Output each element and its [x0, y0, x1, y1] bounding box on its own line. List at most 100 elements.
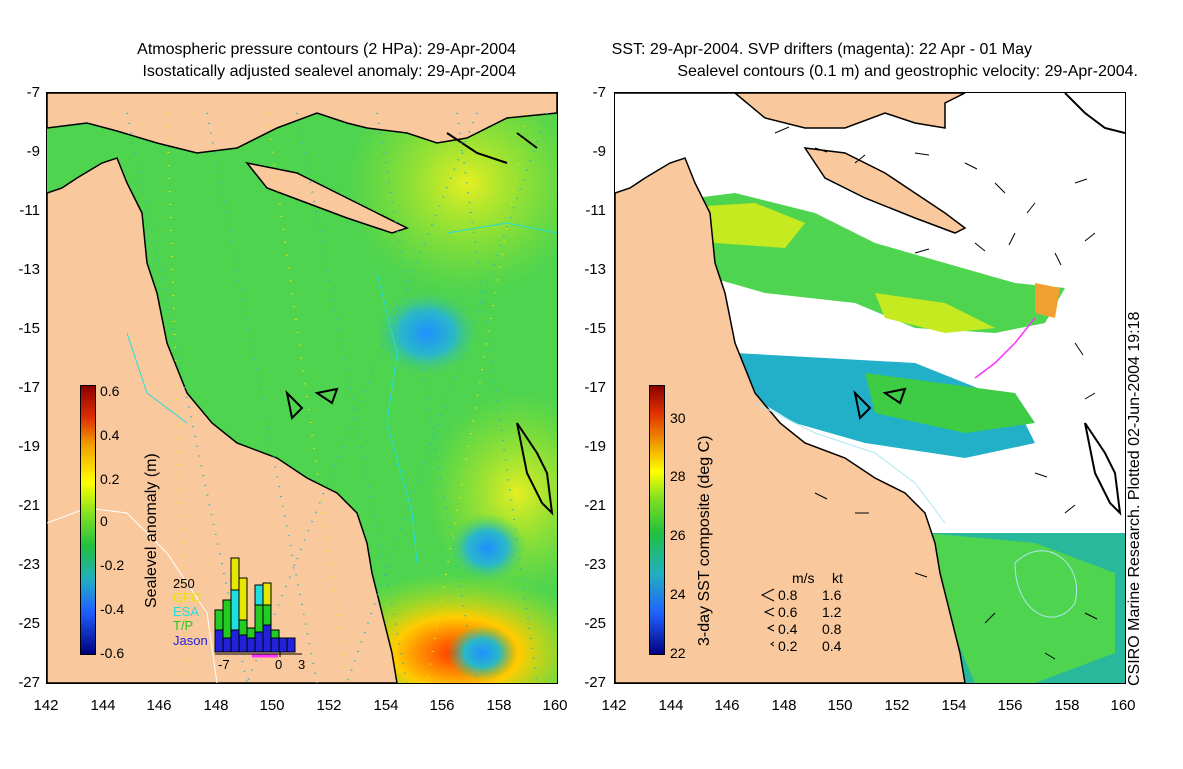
right-lon-tick: 148 [771, 697, 797, 714]
new-caledonia [1084, 422, 1122, 516]
left-lon-tick: 148 [203, 697, 229, 714]
left-lat-tick: -25 [18, 615, 40, 632]
left-lon-tick: 158 [486, 697, 512, 714]
left-title-line2: Isostatically adjusted sealevel anomaly:… [142, 63, 516, 80]
right-lon-tick: 142 [601, 697, 627, 714]
right-lat-tick: -7 [592, 84, 606, 101]
geostrophic-velocity-arrows [774, 126, 1098, 660]
velocity-header-ms: m/s [792, 570, 815, 586]
left-lon-tick: 150 [259, 697, 285, 714]
left-lat-tick: -9 [26, 143, 40, 160]
sst-colorbar [649, 385, 665, 655]
negative-anomaly-eddy-2 [447, 625, 517, 681]
right-lon-tick: 146 [714, 697, 740, 714]
velocity-header-kt: kt [832, 570, 843, 586]
sealevel-colorbar-tick: 0.6 [100, 383, 120, 399]
sst-colorbar-tick: 28 [670, 468, 686, 484]
right-lon-tick: 154 [941, 697, 967, 714]
right-lon-tick: 158 [1054, 697, 1080, 714]
sealevel-contour [754, 402, 946, 524]
coral-sea-reef-2 [882, 387, 907, 405]
left-lat-tick: -19 [18, 438, 40, 455]
inset-xtick: 0 [275, 657, 283, 672]
sealevel-colorbar-tick: 0 [100, 513, 108, 529]
new-guinea-land [47, 93, 557, 154]
australia-land [615, 157, 966, 683]
sst-patch-warm-3 [1035, 283, 1060, 318]
altimeter-inset: 250 GFO ESA T/P Jason -7 0 3 [170, 550, 305, 672]
velocity-row-ms: 0.6 [778, 604, 798, 620]
sst-patch-warm-2 [875, 293, 995, 333]
right-lat-tick: -19 [584, 438, 606, 455]
coral-sea-reef-1 [853, 389, 872, 421]
sealevel-map [47, 93, 557, 683]
coral-sea-reef-1 [285, 389, 304, 421]
new-guinea-land [615, 93, 966, 129]
sealevel-colorbar-tick: 0.2 [100, 471, 120, 487]
inset-series-gfo: GFO [173, 590, 202, 605]
svp-drifter-track [974, 317, 1036, 379]
sst-colorbar-tick: 26 [670, 527, 686, 543]
left-lon-tick: 152 [316, 697, 342, 714]
inset-series-tp: T/P [173, 618, 194, 633]
credit-label: CSIRO Marine Research. Plotted 02-Jun-20… [1126, 311, 1143, 686]
left-lon-tick: 154 [373, 697, 399, 714]
right-lat-tick: -23 [584, 556, 606, 573]
left-lat-tick: -17 [18, 379, 40, 396]
left-lat-tick: -7 [26, 84, 40, 101]
velocity-row-ms: 0.4 [778, 621, 798, 637]
right-lon-tick: 160 [1110, 697, 1136, 714]
sst-colorbar-tick: 22 [670, 645, 686, 661]
right-lat-tick: -21 [584, 497, 606, 514]
new-guinea-peninsula [803, 147, 967, 234]
new-guinea-peninsula [245, 161, 409, 234]
pressure-contour-2 [446, 222, 557, 234]
velocity-row-kt: 0.4 [822, 638, 842, 654]
left-lon-tick: 146 [146, 697, 172, 714]
right-lat-tick: -9 [592, 143, 606, 160]
left-lon-tick: 144 [90, 697, 116, 714]
inset-series-jason: Jason [173, 633, 208, 648]
left-lon-tick: 156 [429, 697, 455, 714]
right-title-line1: SST: 29-Apr-2004. SVP drifters (magenta)… [611, 41, 1032, 58]
inset-xtick: 3 [298, 657, 306, 672]
negative-anomaly-eddy-1 [447, 513, 527, 583]
velocity-row-kt: 1.2 [822, 604, 842, 620]
positive-anomaly-north [347, 93, 557, 293]
altimeter-tracks [126, 112, 548, 683]
left-lon-tick: 142 [33, 697, 59, 714]
right-lat-tick: -13 [584, 261, 606, 278]
inset-xtick: -7 [218, 657, 230, 672]
inset-histogram [214, 557, 302, 658]
velocity-row-kt: 0.8 [822, 621, 842, 637]
sst-colorbar-tick: 30 [670, 410, 686, 426]
left-lat-tick: -27 [18, 674, 40, 691]
velocity-row-kt: 1.6 [822, 587, 842, 603]
left-title-line1: Atmospheric pressure contours (2 HPa): 2… [137, 41, 516, 58]
right-lon-tick: 156 [997, 697, 1023, 714]
left-lat-tick: -11 [19, 202, 40, 219]
sealevel-colorbar-tick: -0.6 [100, 645, 125, 661]
sealevel-colorbar-tick: -0.2 [100, 557, 125, 573]
sst-colorbar-tick: 24 [670, 586, 686, 602]
sealevel-colorbar [80, 385, 96, 655]
right-lon-tick: 150 [827, 697, 853, 714]
right-lon-tick: 152 [884, 697, 910, 714]
sealevel-map-panel[interactable] [46, 92, 558, 684]
inset-ymax-label: 250 [173, 576, 195, 591]
right-lat-tick: -17 [584, 379, 606, 396]
coral-sea-reef-2 [314, 387, 339, 405]
sst-map-panel[interactable] [614, 92, 1126, 684]
right-lat-tick: -25 [584, 615, 606, 632]
velocity-scale-arrows [760, 588, 775, 647]
solomon-islands [1064, 93, 1125, 134]
right-title-line2: Sealevel contours (0.1 m) and geostrophi… [677, 63, 1138, 80]
velocity-row-ms: 0.8 [778, 587, 798, 603]
sealevel-contour [1014, 550, 1077, 618]
right-lat-tick: -27 [584, 674, 606, 691]
velocity-legend: m/s kt 0.8 1.6 0.6 1.2 0.4 0.8 0.2 0.4 [760, 570, 860, 660]
sealevel-colorbar-tick: -0.4 [100, 601, 125, 617]
sst-patch-green-mid [865, 373, 1035, 433]
negative-anomaly-eddy-3 [372, 288, 482, 378]
left-lat-tick: -21 [18, 497, 40, 514]
